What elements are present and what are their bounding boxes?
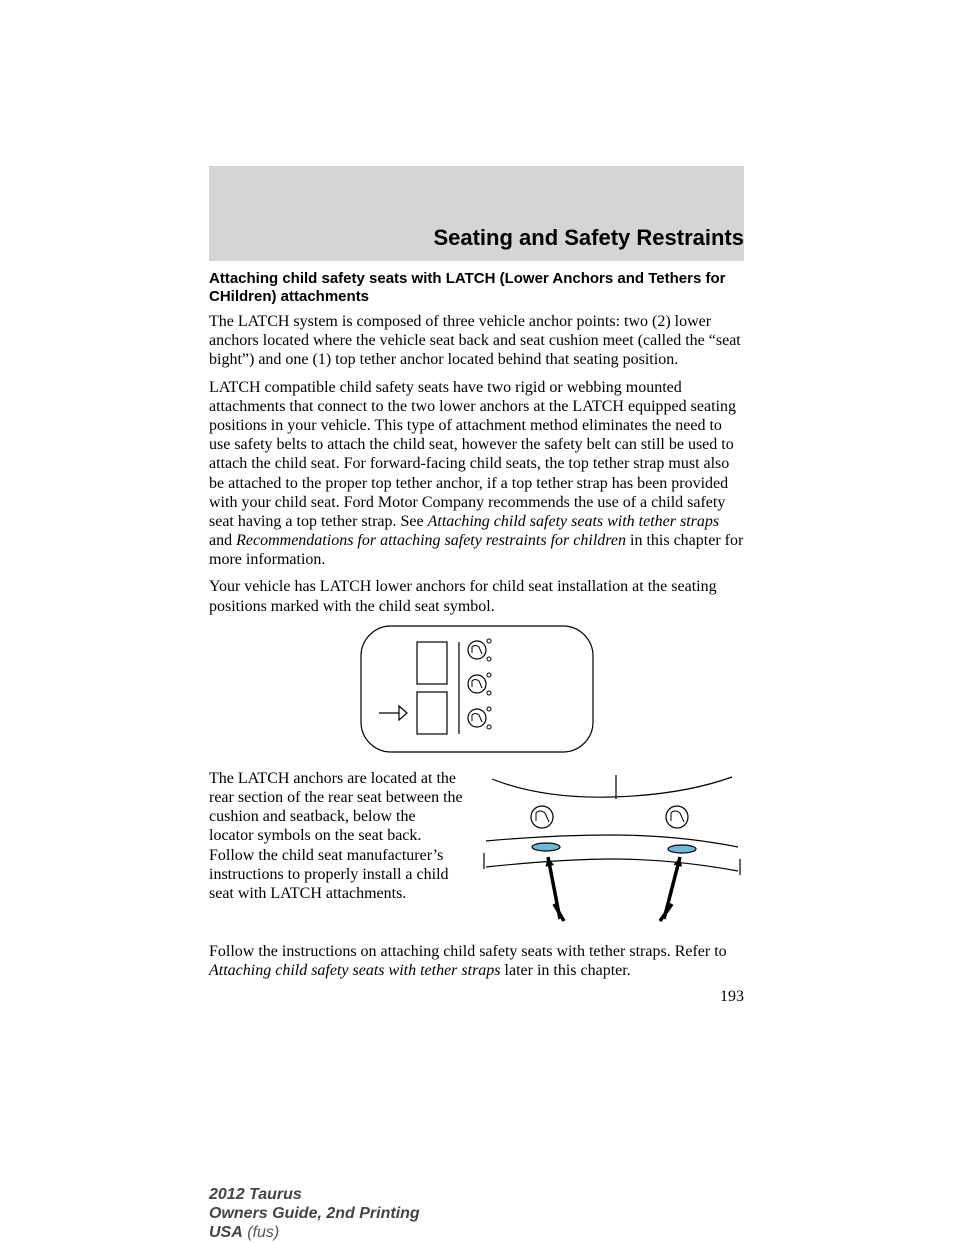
- paragraph-5-em: Attaching child safety seats with tether…: [209, 962, 501, 979]
- rear-seat-svg: [482, 769, 742, 929]
- paragraph-2-em1: Attaching child safety seats with tether…: [428, 513, 720, 530]
- paragraph-2b: and: [209, 532, 236, 549]
- footer-guide: Owners Guide, 2nd Printing: [209, 1205, 420, 1222]
- page-title: Seating and Safety Restraints: [433, 225, 744, 251]
- paragraph-2-em2: Recommendations for attaching safety res…: [236, 532, 626, 549]
- paragraph-5a: Follow the instructions on attaching chi…: [209, 943, 727, 960]
- footer-suffix: (fus): [243, 1224, 279, 1241]
- paragraph-2a: LATCH compatible child safety seats have…: [209, 379, 736, 530]
- anchor-location-row: The LATCH anchors are located at the rea…: [209, 769, 744, 934]
- page-number: 193: [209, 988, 744, 1006]
- paragraph-5: Follow the instructions on attaching chi…: [209, 942, 744, 980]
- seat-symbol-diagram: [209, 624, 744, 759]
- seat-positions-svg: [359, 624, 595, 754]
- paragraph-4: The LATCH anchors are located at the rea…: [209, 769, 464, 934]
- footer: 2012 Taurus Owners Guide, 2nd Printing U…: [209, 1185, 420, 1243]
- footer-model: 2012 Taurus: [209, 1186, 302, 1203]
- paragraph-5b: later in this chapter.: [501, 962, 631, 979]
- section-subheading: Attaching child safety seats with LATCH …: [209, 270, 744, 306]
- rear-seat-diagram: [482, 769, 744, 934]
- paragraph-2: LATCH compatible child safety seats have…: [209, 378, 744, 570]
- footer-country: USA: [209, 1224, 243, 1241]
- page-content: Attaching child safety seats with LATCH …: [209, 270, 744, 1006]
- paragraph-3: Your vehicle has LATCH lower anchors for…: [209, 577, 744, 615]
- paragraph-1: The LATCH system is composed of three ve…: [209, 312, 744, 370]
